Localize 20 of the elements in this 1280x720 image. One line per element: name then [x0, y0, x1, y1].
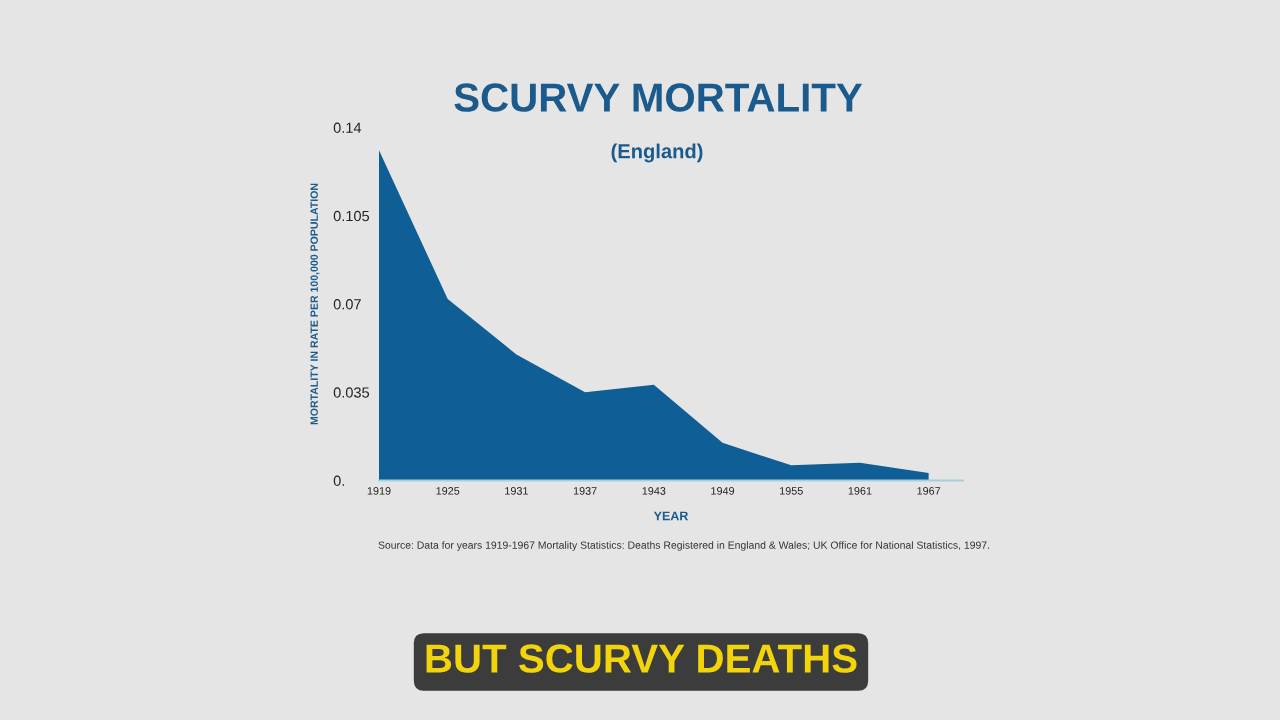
- x-tick-label: 1949: [711, 487, 735, 495]
- y-axis-title: MORTALITY IN RATE PER 100,000 POPULATION: [310, 183, 320, 425]
- chart-title: SCURVY MORTALITY: [454, 83, 863, 112]
- x-axis-title: YEAR: [653, 511, 689, 521]
- x-tick-label: 1925: [436, 487, 460, 495]
- text: (England): [611, 143, 703, 163]
- x-tick-label: 1931: [505, 487, 528, 495]
- x-tick-label: 1943: [642, 487, 666, 495]
- y-tick-label: 0.07: [333, 299, 361, 310]
- y-tick-label: 0.: [333, 475, 344, 486]
- text: BUT SCURVY DEATHS: [426, 644, 857, 673]
- x-tick-label: 1919: [367, 487, 391, 495]
- x-tick-label: 1961: [848, 487, 872, 495]
- source-note: Source: Data for years 1919-1967 Mortality Statistics: Deaths Registered in England & Wales; UK Office for National Statistics, 1997.: [378, 541, 990, 551]
- y-tick-label: 0.105: [333, 210, 370, 222]
- x-tick-label: 1937: [573, 487, 597, 495]
- x-tick-label: 1955: [780, 487, 803, 495]
- y-tick-label: 0.035: [333, 387, 370, 398]
- x-tick-label: 1967: [917, 487, 941, 495]
- y-tick-label: 0.14: [333, 122, 362, 133]
